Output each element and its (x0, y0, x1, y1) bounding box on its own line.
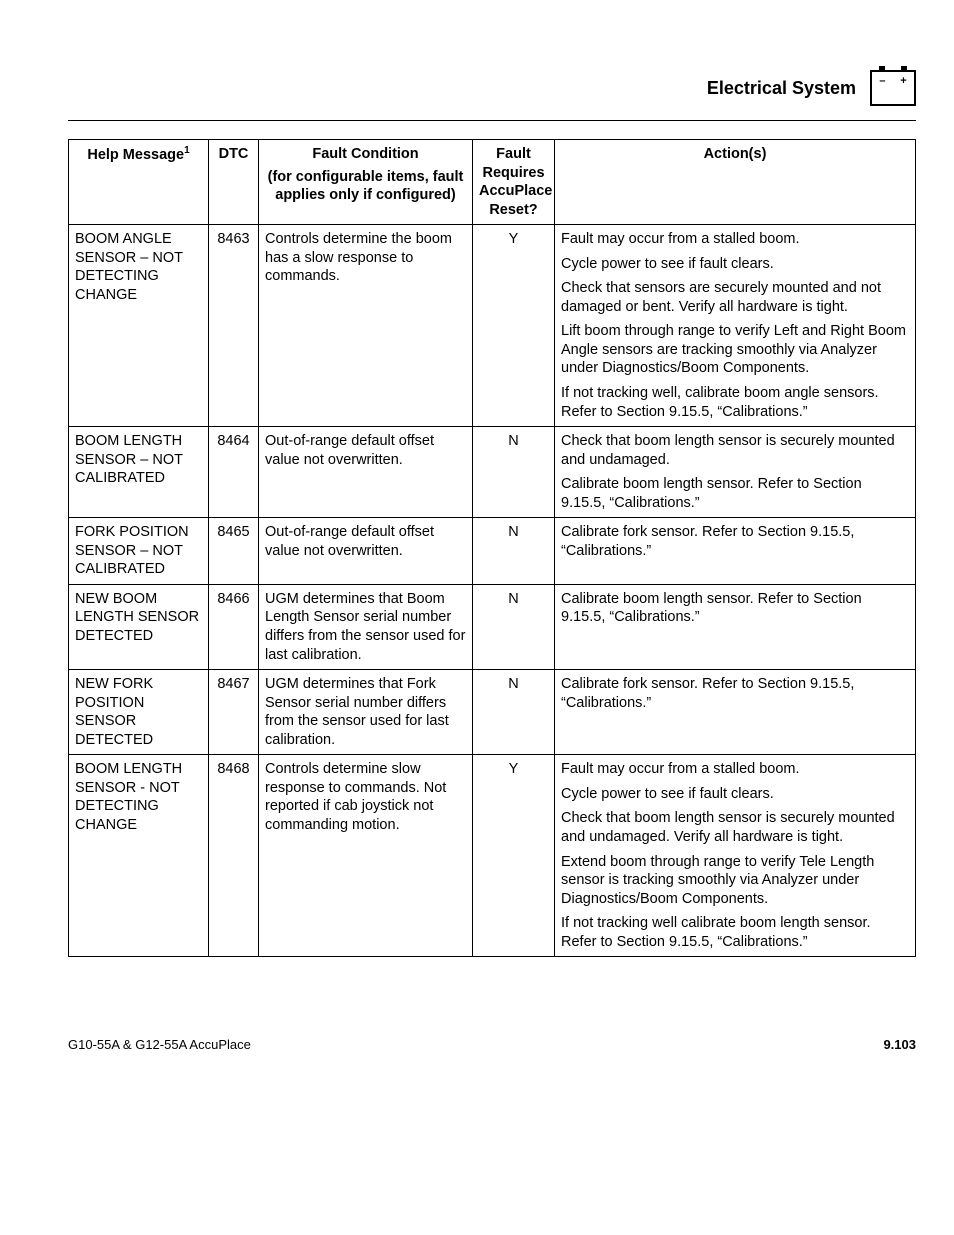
cell-fault-condition: Controls determine the boom has a slow r… (259, 225, 473, 427)
cell-actions: Fault may occur from a stalled boom. Cycl… (555, 225, 916, 427)
cell-reset: N (473, 427, 555, 518)
col-fault-condition: Fault Condition (for configurable items,… (259, 140, 473, 225)
col-dtc: DTC (209, 140, 259, 225)
table-row: BOOM ANGLE SENSOR – NOT DETECTING CHANGE… (69, 225, 916, 427)
table-row: NEW FORK POSITION SENSOR DETECTED8467UGM… (69, 670, 916, 755)
cell-actions: Fault may occur from a stalled boom. Cycl… (555, 755, 916, 957)
action-item: If not tracking well calibrate boom leng… (561, 914, 909, 951)
cell-actions: Calibrate boom length sensor. Refer to S… (555, 584, 916, 669)
cell-fault-condition: UGM determines that Fork Sensor serial n… (259, 670, 473, 755)
cell-dtc: 8463 (209, 225, 259, 427)
cell-help-message: FORK POSITION SENSOR – NOT CALIBRATED (69, 518, 209, 585)
action-item: If not tracking well, calibrate boom ang… (561, 384, 909, 421)
cell-reset: N (473, 670, 555, 755)
cell-dtc: 8468 (209, 755, 259, 957)
page-footer: G10-55A & G12-55A AccuPlace 9.103 (68, 1037, 916, 1052)
cell-dtc: 8465 (209, 518, 259, 585)
battery-icon: – + (870, 70, 916, 106)
section-title: Electrical System (707, 78, 856, 99)
action-item: Cycle power to see if fault clears. (561, 785, 909, 804)
cell-reset: N (473, 584, 555, 669)
cell-fault-condition: Out-of-range default offset value not ov… (259, 518, 473, 585)
action-item: Check that boom length sensor is securel… (561, 432, 909, 469)
cell-help-message: BOOM LENGTH SENSOR - NOT DETECTING CHANG… (69, 755, 209, 957)
table-body: BOOM ANGLE SENSOR – NOT DETECTING CHANGE… (69, 225, 916, 957)
action-item: Check that sensors are securely mounted … (561, 279, 909, 316)
action-item: Check that boom length sensor is securel… (561, 809, 909, 846)
action-item: Fault may occur from a stalled boom. (561, 230, 909, 249)
table-row: NEW BOOM LENGTH SENSOR DETECTED8466UGM d… (69, 584, 916, 669)
col-help-message: Help Message1 (69, 140, 209, 225)
col-actions: Action(s) (555, 140, 916, 225)
col-reset: Fault Requires AccuPlace Reset? (473, 140, 555, 225)
cell-fault-condition: Out-of-range default offset value not ov… (259, 427, 473, 518)
action-item: Extend boom through range to verify Tele… (561, 853, 909, 909)
cell-actions: Calibrate fork sensor. Refer to Section … (555, 518, 916, 585)
footer-page-number: 9.103 (883, 1037, 916, 1052)
action-item: Fault may occur from a stalled boom. (561, 760, 909, 779)
table-row: BOOM LENGTH SENSOR - NOT DETECTING CHANG… (69, 755, 916, 957)
action-item: Calibrate fork sensor. Refer to Section … (561, 675, 909, 712)
cell-reset: Y (473, 755, 555, 957)
action-item: Calibrate boom length sensor. Refer to S… (561, 475, 909, 512)
action-item: Calibrate fork sensor. Refer to Section … (561, 523, 909, 560)
fault-table: Help Message1 DTC Fault Condition (for c… (68, 139, 916, 957)
cell-fault-condition: Controls determine slow response to comm… (259, 755, 473, 957)
table-row: BOOM LENGTH SENSOR – NOT CALIBRATED8464O… (69, 427, 916, 518)
table-row: FORK POSITION SENSOR – NOT CALIBRATED846… (69, 518, 916, 585)
footer-model: G10-55A & G12-55A AccuPlace (68, 1037, 251, 1052)
action-item: Cycle power to see if fault clears. (561, 255, 909, 274)
cell-help-message: NEW FORK POSITION SENSOR DETECTED (69, 670, 209, 755)
action-item: Lift boom through range to verify Left a… (561, 322, 909, 378)
cell-dtc: 8467 (209, 670, 259, 755)
cell-help-message: BOOM ANGLE SENSOR – NOT DETECTING CHANGE (69, 225, 209, 427)
table-header-row: Help Message1 DTC Fault Condition (for c… (69, 140, 916, 225)
cell-fault-condition: UGM determines that Boom Length Sensor s… (259, 584, 473, 669)
cell-dtc: 8466 (209, 584, 259, 669)
cell-dtc: 8464 (209, 427, 259, 518)
cell-help-message: NEW BOOM LENGTH SENSOR DETECTED (69, 584, 209, 669)
header-rule (68, 120, 916, 121)
cell-actions: Check that boom length sensor is securel… (555, 427, 916, 518)
cell-actions: Calibrate fork sensor. Refer to Section … (555, 670, 916, 755)
action-item: Calibrate boom length sensor. Refer to S… (561, 590, 909, 627)
cell-help-message: BOOM LENGTH SENSOR – NOT CALIBRATED (69, 427, 209, 518)
cell-reset: N (473, 518, 555, 585)
cell-reset: Y (473, 225, 555, 427)
